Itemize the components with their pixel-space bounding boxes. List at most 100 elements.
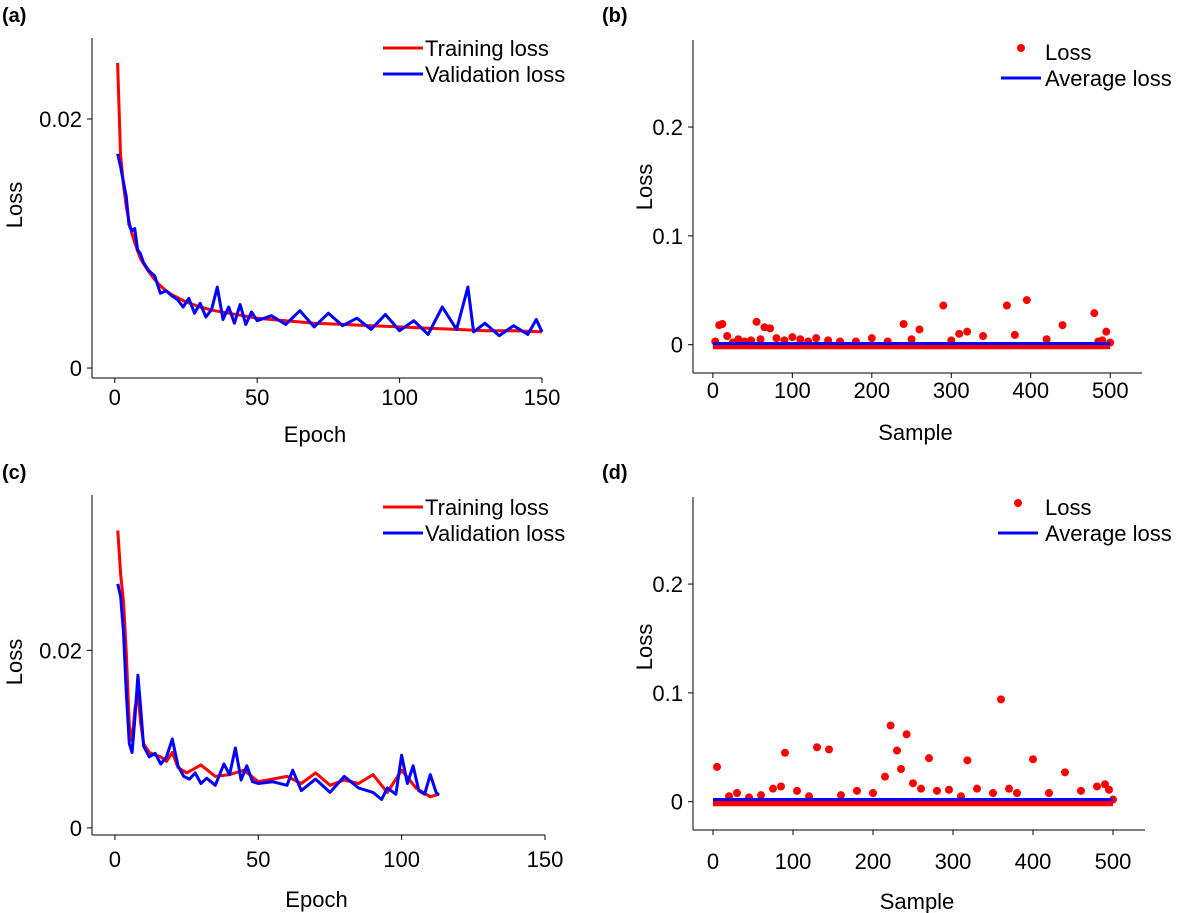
x-tick-label: 0	[109, 385, 121, 410]
chart-panel-d: (d) 0 100 200 300 400 500 0 0.1 0.2 Sample Loss Loss…	[600, 457, 1200, 913]
y-tick-label: 0.1	[652, 224, 683, 249]
loss-point	[909, 779, 917, 788]
loss-point	[723, 332, 732, 340]
legend-marker-loss	[1017, 44, 1025, 52]
loss-point	[1029, 755, 1037, 764]
panel-label: (b)	[602, 5, 628, 27]
y-tick-label: 0	[671, 790, 683, 815]
x-tick-label: 150	[524, 385, 561, 410]
y-tick-label: 0.2	[652, 572, 683, 597]
x-axis-title: Epoch	[285, 887, 347, 912]
legend-label-average-loss: Average loss	[1045, 66, 1172, 91]
loss-point	[788, 333, 797, 342]
chart-b-svg: (b) 0 100 200 300 400 500 0 0.1 0.2 Sample Loss Loss…	[602, 5, 1172, 445]
loss-point	[733, 789, 741, 797]
loss-point	[886, 721, 895, 730]
validation-loss-line	[116, 153, 544, 338]
chart-a-svg: (a) 0 50 100 150 0 0.02 Epoch Loss Training lossV…	[2, 5, 565, 447]
loss-point	[837, 791, 845, 800]
chart-panel-a: (a) 0 50 100 150 0 0.02 Epoch Loss Training loss V…	[0, 0, 600, 456]
loss-point	[963, 756, 972, 765]
loss-point	[713, 762, 721, 771]
chart-d-svg: (d) 0 100 200 300 400 500 0 0.1 0.2 Sample Loss Loss…	[602, 462, 1172, 913]
loss-point	[1045, 789, 1053, 797]
y-tick-label: 0.1	[652, 681, 683, 706]
loss-point	[777, 782, 785, 791]
loss-point	[925, 754, 933, 763]
loss-point	[1042, 335, 1051, 344]
loss-point	[853, 786, 861, 795]
x-tick-label: 50	[246, 847, 270, 872]
loss-point	[989, 789, 997, 797]
loss-point	[1058, 321, 1067, 330]
loss-point	[718, 320, 727, 329]
legend-label-validation-loss: Validation loss	[425, 62, 565, 87]
x-axis-title: Sample	[878, 420, 953, 445]
loss-point	[1013, 789, 1021, 797]
loss-point	[973, 784, 981, 793]
loss-point	[1077, 786, 1085, 795]
loss-point	[766, 324, 775, 333]
chart-panel-b: (b) 0 100 200 300 400 500 0 0.1 0.2 Sample Loss Loss…	[600, 0, 1200, 456]
y-tick-label: 0	[70, 356, 82, 381]
loss-point	[752, 317, 761, 326]
loss-point	[902, 730, 911, 739]
panel-label: (c)	[2, 462, 26, 484]
loss-point	[796, 335, 805, 344]
legend-label-training-loss: Training loss	[425, 36, 549, 61]
x-tick-label: 300	[935, 849, 972, 874]
loss-point	[963, 327, 972, 336]
validation-loss-line	[116, 583, 440, 801]
legend-label-validation-loss: Validation loss	[425, 521, 565, 546]
loss-point	[813, 743, 821, 752]
loss-point	[893, 746, 901, 755]
y-axis-title: Loss	[2, 182, 27, 228]
loss-point	[793, 786, 801, 795]
loss-point	[867, 334, 876, 343]
loss-point	[907, 335, 916, 344]
x-tick-label: 500	[1092, 378, 1129, 403]
y-tick-label: 0.02	[39, 638, 82, 663]
legend-label-loss: Loss	[1045, 495, 1091, 520]
loss-point	[955, 329, 964, 338]
x-tick-label: 0	[109, 847, 121, 872]
loss-point	[939, 301, 948, 310]
y-tick-label: 0	[671, 333, 683, 358]
loss-point	[1093, 782, 1101, 791]
legend-marker-loss	[1014, 499, 1022, 507]
loss-point	[1102, 327, 1111, 336]
panel-label: (d)	[602, 462, 628, 484]
loss-point	[1010, 330, 1019, 339]
x-tick-label: 200	[855, 849, 892, 874]
training-loss-line	[116, 62, 543, 334]
x-tick-label: 100	[383, 847, 420, 872]
loss-point	[772, 334, 781, 343]
loss-point	[899, 320, 908, 329]
loss-point	[1005, 784, 1013, 793]
y-axis-title: Loss	[2, 639, 27, 685]
loss-point	[825, 745, 833, 754]
loss-point	[979, 332, 988, 340]
loss-point	[769, 784, 777, 793]
panel-label: (a)	[2, 5, 26, 27]
loss-point	[1090, 309, 1099, 318]
x-tick-label: 150	[527, 847, 564, 872]
loss-point	[734, 335, 743, 344]
loss-point	[812, 334, 821, 343]
loss-point	[1061, 768, 1069, 777]
x-tick-label: 50	[245, 385, 269, 410]
x-tick-label: 400	[1012, 378, 1049, 403]
x-tick-label: 300	[933, 378, 970, 403]
loss-point	[945, 785, 953, 794]
legend-label-training-loss: Training loss	[425, 495, 549, 520]
x-axis-title: Sample	[880, 889, 955, 913]
y-axis-title: Loss	[632, 624, 657, 670]
y-tick-label: 0.02	[39, 107, 82, 132]
x-tick-label: 400	[1015, 849, 1052, 874]
loss-point	[756, 335, 765, 344]
x-tick-label: 100	[381, 385, 418, 410]
loss-point	[869, 789, 877, 797]
y-axis-title: Loss	[632, 164, 657, 210]
loss-point	[917, 784, 925, 793]
x-axis-title: Epoch	[284, 422, 346, 447]
